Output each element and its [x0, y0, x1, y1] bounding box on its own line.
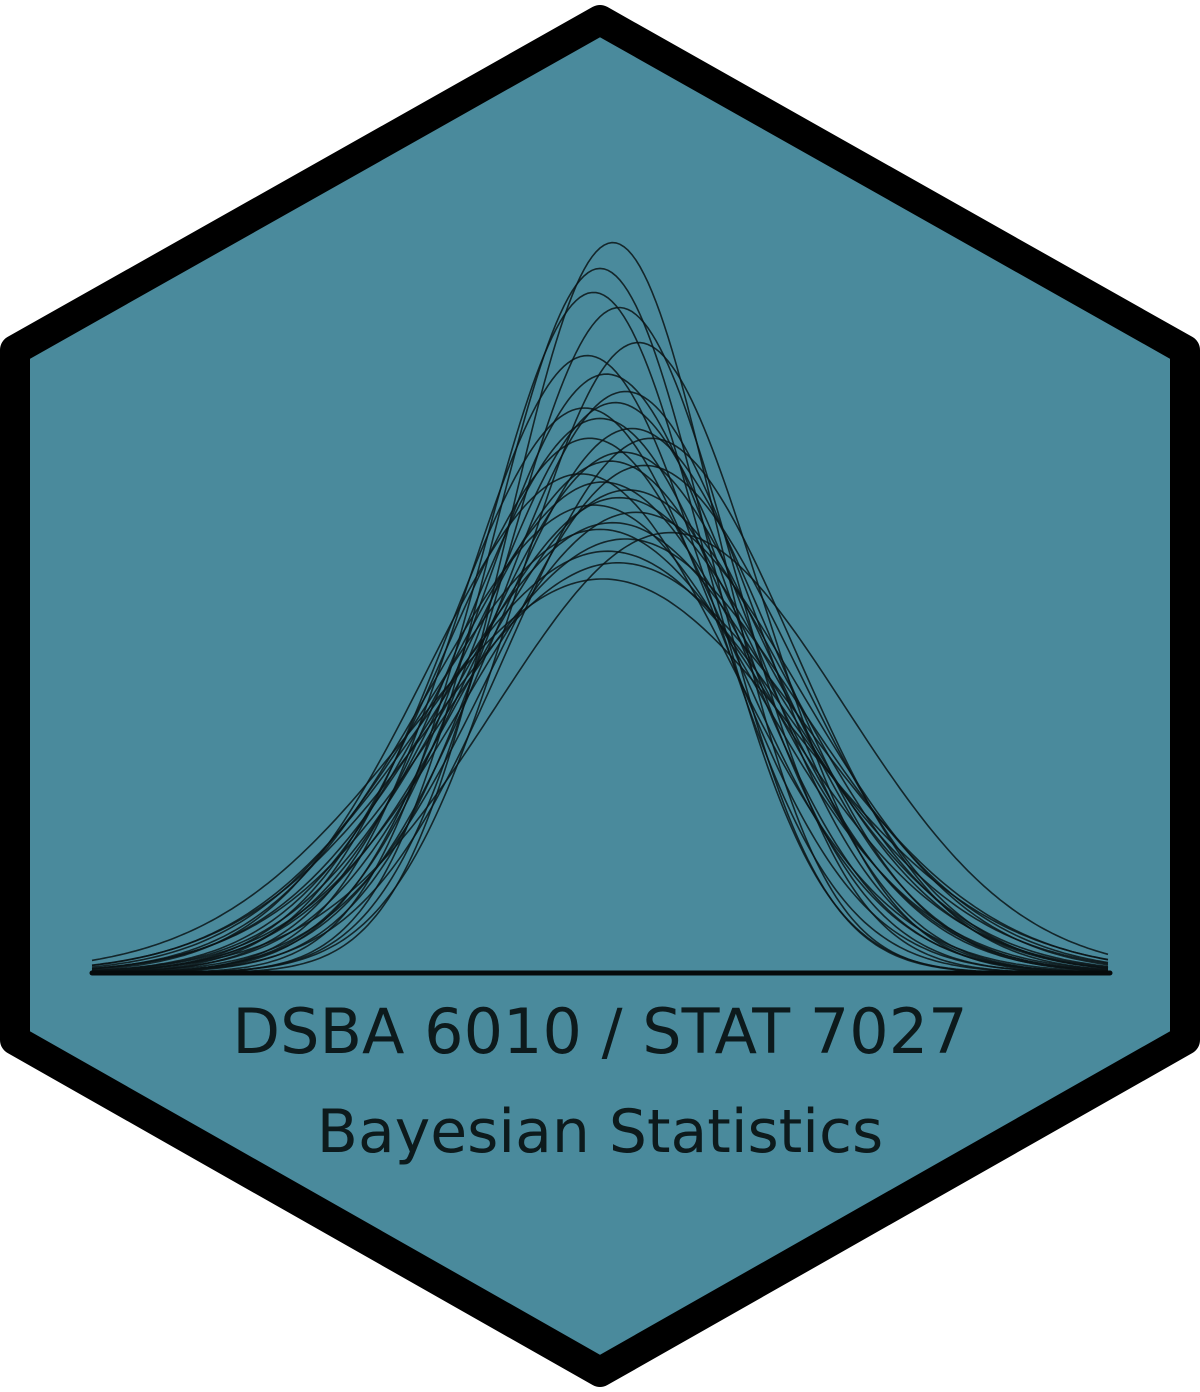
hexagon-background	[0, 5, 1200, 1387]
density-curve	[92, 373, 1108, 974]
density-curve	[92, 291, 1108, 974]
density-curve	[91, 578, 1109, 962]
density-curve	[92, 341, 1108, 974]
density-curve	[91, 437, 1109, 973]
density-curve	[91, 481, 1109, 972]
course-title: Bayesian Statistics	[317, 1097, 883, 1167]
density-curve	[91, 531, 1109, 972]
density-curve	[91, 451, 1109, 973]
density-curve	[91, 528, 1109, 968]
density-curve	[91, 550, 1109, 967]
density-curve	[92, 437, 1109, 974]
density-curve	[91, 504, 1109, 971]
density-curve	[91, 562, 1109, 966]
density-curve	[91, 407, 1109, 974]
density-curve	[91, 496, 1109, 972]
course-code: DSBA 6010 / STAT 7027	[232, 995, 967, 1068]
normal-density-curves-icon	[91, 241, 1109, 974]
density-curve	[91, 464, 1109, 974]
density-curve	[91, 473, 1109, 973]
density-curve	[91, 538, 1109, 970]
